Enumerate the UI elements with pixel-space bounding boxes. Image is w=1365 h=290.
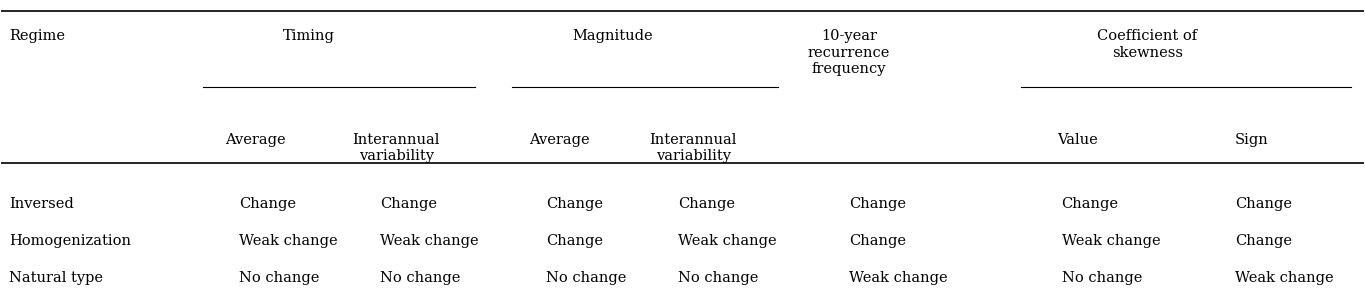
Text: No change: No change — [239, 271, 319, 285]
Text: Change: Change — [546, 197, 603, 211]
Text: Change: Change — [379, 197, 437, 211]
Text: Change: Change — [849, 234, 906, 248]
Text: Coefficient of
skewness: Coefficient of skewness — [1097, 30, 1197, 60]
Text: Weak change: Weak change — [1062, 234, 1160, 248]
Text: No change: No change — [379, 271, 460, 285]
Text: No change: No change — [546, 271, 627, 285]
Text: No change: No change — [1062, 271, 1143, 285]
Text: Change: Change — [1062, 197, 1118, 211]
Text: Value: Value — [1058, 133, 1099, 147]
Text: Natural type: Natural type — [10, 271, 102, 285]
Text: Change: Change — [1235, 197, 1291, 211]
Text: Weak change: Weak change — [379, 234, 478, 248]
Text: 10-year
recurrence
frequency: 10-year recurrence frequency — [808, 30, 890, 76]
Text: Weak change: Weak change — [1235, 271, 1334, 285]
Text: Interannual
variability: Interannual variability — [650, 133, 737, 163]
Text: Change: Change — [1235, 234, 1291, 248]
Text: Weak change: Weak change — [678, 234, 777, 248]
Text: Sign: Sign — [1234, 133, 1268, 147]
Text: Change: Change — [239, 197, 296, 211]
Text: No change: No change — [678, 271, 759, 285]
Text: Inversed: Inversed — [10, 197, 74, 211]
Text: Average: Average — [530, 133, 590, 147]
Text: Change: Change — [678, 197, 736, 211]
Text: Interannual
variability: Interannual variability — [352, 133, 440, 163]
Text: Weak change: Weak change — [849, 271, 947, 285]
Text: Change: Change — [849, 197, 906, 211]
Text: Change: Change — [546, 234, 603, 248]
Text: Magnitude: Magnitude — [573, 30, 654, 44]
Text: Average: Average — [225, 133, 287, 147]
Text: Weak change: Weak change — [239, 234, 339, 248]
Text: Regime: Regime — [10, 30, 66, 44]
Text: Timing: Timing — [283, 30, 334, 44]
Text: Homogenization: Homogenization — [10, 234, 131, 248]
